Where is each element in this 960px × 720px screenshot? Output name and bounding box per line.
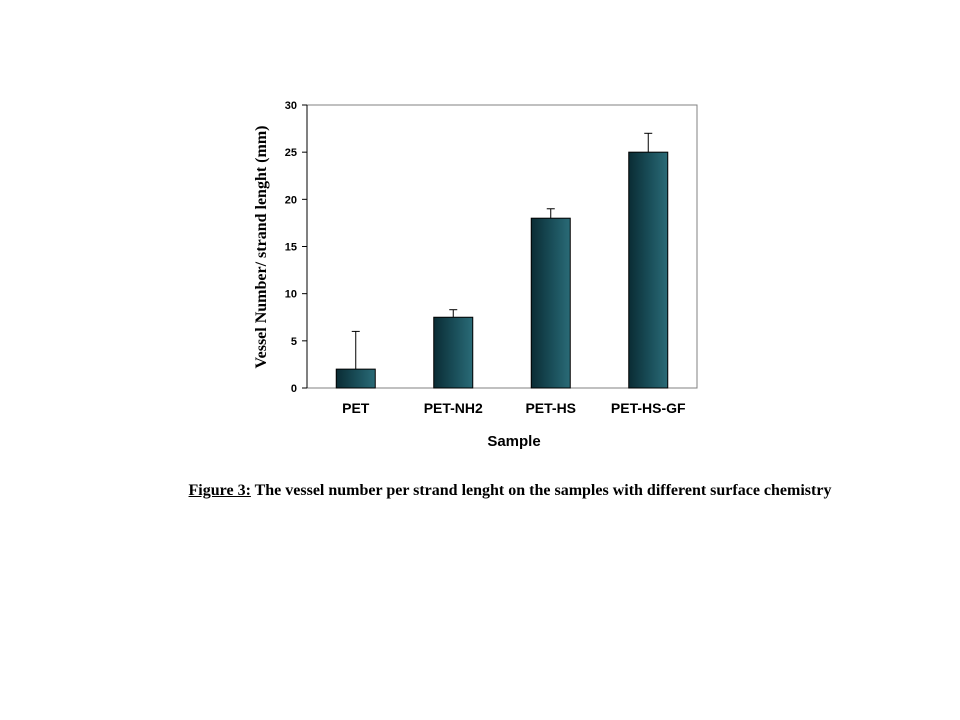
y-tick-label: 30	[285, 100, 297, 112]
x-tick-label: PET-HS	[525, 400, 576, 416]
caption-text: The vessel number per strand lenght on t…	[250, 482, 832, 499]
bars	[335, 132, 669, 389]
caption-lead: Figure 3:	[188, 482, 251, 499]
x-tick-label: PET-NH2	[424, 400, 483, 416]
bar-chart: 0 5 10 15 20 25 30 PET PET-NH2 PET-HS PET-HS-GF V…	[253, 100, 698, 450]
y-tick-label: 10	[285, 289, 297, 301]
figure-caption: Figure 3: The vessel number per strand l…	[180, 480, 840, 501]
bar-pet-hs	[530, 217, 571, 389]
y-tick-label: 20	[285, 194, 297, 206]
bar-pet-nh2	[433, 316, 474, 389]
x-axis-title: Sample	[487, 433, 540, 450]
y-tick-label: 25	[285, 147, 297, 159]
y-tick-label: 5	[291, 336, 297, 348]
y-tick-label: 15	[285, 242, 297, 254]
y-axis: 0 5 10 15 20 25 30	[285, 100, 308, 395]
x-tick-label: PET	[342, 400, 370, 416]
x-tick-label: PET-HS-GF	[611, 400, 686, 416]
y-tick-label: 0	[291, 383, 297, 395]
y-axis-title: Vessel Number/ strand lenght (mm)	[253, 126, 270, 369]
x-axis-labels: PET PET-NH2 PET-HS PET-HS-GF	[342, 400, 686, 416]
bar-pet-hs-gf	[628, 151, 669, 389]
bar-pet	[335, 368, 376, 389]
